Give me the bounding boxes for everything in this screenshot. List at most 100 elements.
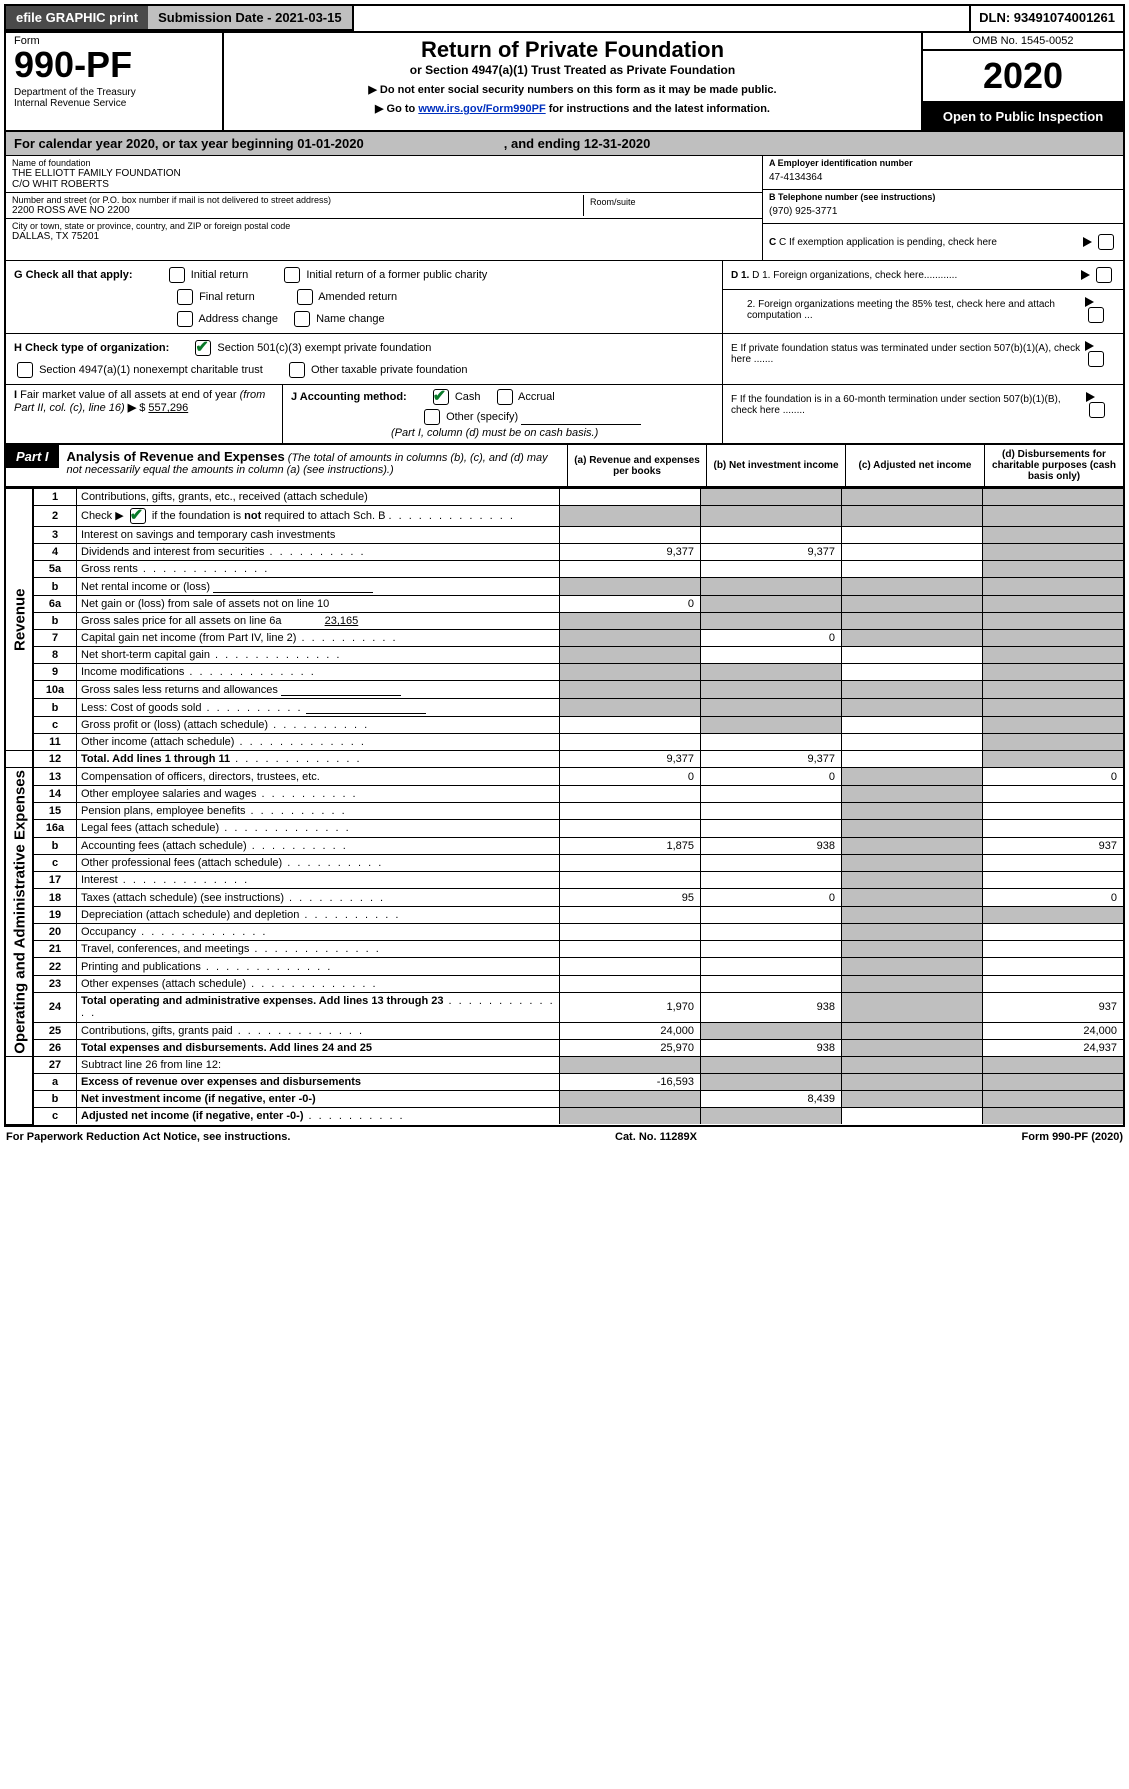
table-row: 11Other income (attach schedule) <box>6 734 1123 751</box>
table-row: cGross profit or (loss) (attach schedule… <box>6 717 1123 734</box>
table-row: 20Occupancy <box>6 923 1123 940</box>
dept: Department of the Treasury Internal Reve… <box>14 87 214 109</box>
footer-left: For Paperwork Reduction Act Notice, see … <box>6 1131 290 1143</box>
j-note: (Part I, column (d) must be on cash basi… <box>391 427 598 439</box>
h-label: H Check type of organization: <box>14 342 169 354</box>
form-subtitle: or Section 4947(a)(1) Trust Treated as P… <box>232 63 913 77</box>
table-row: 25Contributions, gifts, grants paid24,00… <box>6 1022 1123 1039</box>
submission-date: Submission Date - 2021-03-15 <box>148 6 354 31</box>
g-amended[interactable] <box>297 289 313 305</box>
h-4947[interactable] <box>17 362 33 378</box>
arrow-icon <box>1083 237 1092 247</box>
arrow-icon <box>1086 392 1095 402</box>
street-address: 2200 ROSS AVE NO 2200 <box>12 205 583 216</box>
table-row: Revenue 1Contributions, gifts, grants, e… <box>6 489 1123 506</box>
table-row: 10aGross sales less returns and allowanc… <box>6 681 1123 699</box>
j-accrual[interactable] <box>497 389 513 405</box>
table-row: 6aNet gain or (loss) from sale of assets… <box>6 596 1123 613</box>
page-footer: For Paperwork Reduction Act Notice, see … <box>4 1127 1125 1147</box>
calendar-year-row: For calendar year 2020, or tax year begi… <box>6 130 1123 155</box>
c-checkbox[interactable] <box>1098 234 1114 250</box>
name-label: Name of foundation <box>12 158 756 168</box>
form-header: Form 990-PF Department of the Treasury I… <box>6 31 1123 130</box>
table-row: 24Total operating and administrative exp… <box>6 993 1123 1022</box>
expenses-side-label: Operating and Administrative Expenses <box>6 768 33 1057</box>
foundation-name: THE ELLIOTT FAMILY FOUNDATION C/O WHIT R… <box>12 168 756 190</box>
part-badge: Part I <box>6 445 59 468</box>
table-row: 27Subtract line 26 from line 12: <box>6 1057 1123 1074</box>
topbar: efile GRAPHIC print Submission Date - 20… <box>6 6 1123 31</box>
d2-checkbox[interactable] <box>1088 307 1104 323</box>
phone-label: B Telephone number (see instructions) <box>769 192 1117 202</box>
schB-checkbox[interactable] <box>130 508 146 524</box>
e-checkbox[interactable] <box>1088 351 1104 367</box>
g-initial-return[interactable] <box>169 267 185 283</box>
efile-print-btn[interactable]: efile GRAPHIC print <box>6 6 148 31</box>
g-final-return[interactable] <box>177 289 193 305</box>
col-a-hdr: (a) Revenue and expenses per books <box>567 445 706 486</box>
g-name-change[interactable] <box>294 311 310 327</box>
ein: 47-4134364 <box>769 168 1117 187</box>
table-row: 7Capital gain net income (from Part IV, … <box>6 630 1123 647</box>
col-d-hdr: (d) Disbursements for charitable purpose… <box>984 445 1123 486</box>
table-row: Operating and Administrative Expenses 13… <box>6 768 1123 785</box>
e-label: E If private foundation status was termi… <box>731 343 1085 365</box>
arrow-icon <box>1081 270 1090 280</box>
section-i-j: I Fair market value of all assets at end… <box>6 384 1123 443</box>
table-row: cAdjusted net income (if negative, enter… <box>6 1108 1123 1125</box>
room-label: Room/suite <box>590 197 750 207</box>
table-row: bLess: Cost of goods sold <box>6 699 1123 717</box>
table-row: 5aGross rents <box>6 561 1123 578</box>
table-row: 4Dividends and interest from securities9… <box>6 544 1123 561</box>
open-public: Open to Public Inspection <box>923 103 1123 130</box>
omb: OMB No. 1545-0052 <box>923 33 1123 51</box>
table-row: 2 Check ▶ if the foundation is not requi… <box>6 506 1123 527</box>
ein-label: A Employer identification number <box>769 158 1117 168</box>
table-row: 16aLegal fees (attach schedule) <box>6 820 1123 837</box>
table-row: 15Pension plans, employee benefits <box>6 802 1123 819</box>
table-row: 19Depreciation (attach schedule) and dep… <box>6 906 1123 923</box>
i-label: I Fair market value of all assets at end… <box>14 389 265 414</box>
table-row: 17Interest <box>6 872 1123 889</box>
h-501c3[interactable] <box>195 340 211 356</box>
d1-checkbox[interactable] <box>1096 267 1112 283</box>
h-other-taxable[interactable] <box>289 362 305 378</box>
f-checkbox[interactable] <box>1089 402 1105 418</box>
g-label: G Check all that apply: <box>14 269 133 281</box>
j-other[interactable] <box>424 409 440 425</box>
section-g-h: G Check all that apply: Initial return I… <box>6 260 1123 333</box>
section-h: H Check type of organization: Section 50… <box>6 333 1123 384</box>
c-label: C C If exemption application is pending,… <box>769 237 997 248</box>
tax-year: 2020 <box>923 51 1123 103</box>
footer-mid: Cat. No. 11289X <box>615 1131 697 1143</box>
table-row: bAccounting fees (attach schedule)1,8759… <box>6 837 1123 854</box>
table-row: 23Other expenses (attach schedule) <box>6 975 1123 992</box>
j-label: J Accounting method: <box>291 391 407 403</box>
form-990pf: efile GRAPHIC print Submission Date - 20… <box>4 4 1125 1127</box>
city-label: City or town, state or province, country… <box>12 221 756 231</box>
g-initial-former[interactable] <box>284 267 300 283</box>
table-row: 14Other employee salaries and wages <box>6 785 1123 802</box>
g-address-change[interactable] <box>177 311 193 327</box>
table-row: 18Taxes (attach schedule) (see instructi… <box>6 889 1123 906</box>
table-row: bNet investment income (if negative, ent… <box>6 1091 1123 1108</box>
arrow-icon <box>1085 297 1094 307</box>
instr-2: ▶ Go to www.irs.gov/Form990PF for instru… <box>232 102 913 115</box>
table-row: 12Total. Add lines 1 through 119,3779,37… <box>6 751 1123 768</box>
addr-label: Number and street (or P.O. box number if… <box>12 195 583 205</box>
table-row: bGross sales price for all assets on lin… <box>6 613 1123 630</box>
d1-label: D 1. D 1. Foreign organizations, check h… <box>731 270 957 281</box>
j-cash[interactable] <box>433 389 449 405</box>
dln: DLN: 93491074001261 <box>969 6 1123 31</box>
part1-table: Revenue 1Contributions, gifts, grants, e… <box>6 488 1123 1124</box>
col-c-hdr: (c) Adjusted net income <box>845 445 984 486</box>
revenue-side-label: Revenue <box>6 489 33 751</box>
form-title: Return of Private Foundation <box>232 37 913 63</box>
arrow-icon <box>1085 341 1094 351</box>
footer-right: Form 990-PF (2020) <box>1022 1131 1124 1143</box>
instr-1: ▶ Do not enter social security numbers o… <box>232 83 913 96</box>
table-row: 3Interest on savings and temporary cash … <box>6 527 1123 544</box>
irs-link[interactable]: www.irs.gov/Form990PF <box>418 103 545 115</box>
table-row: aExcess of revenue over expenses and dis… <box>6 1074 1123 1091</box>
i-value: 557,296 <box>148 402 188 414</box>
